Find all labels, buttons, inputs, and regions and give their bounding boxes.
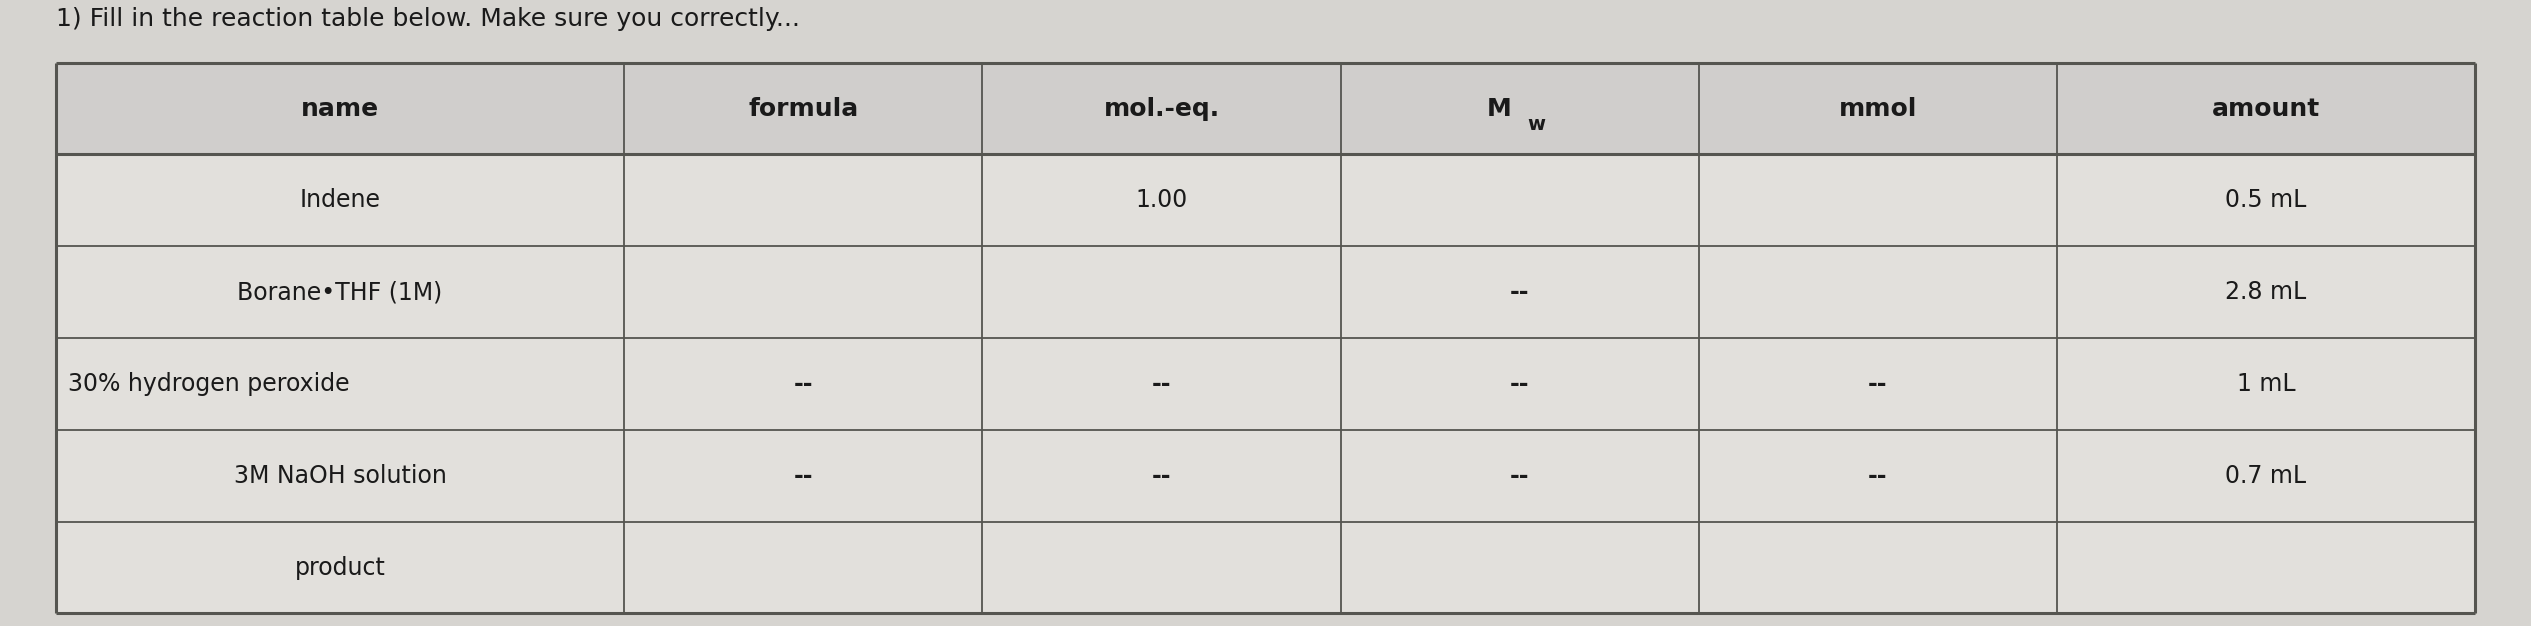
Bar [1341,63,1698,155]
Bar [1698,155,2058,246]
Text: --: -- [1152,372,1172,396]
Text: --: -- [795,372,812,396]
Text: 3M NaOH solution: 3M NaOH solution [233,464,445,488]
Bar [1341,246,1698,338]
Text: --: -- [1511,372,1529,396]
Bar [2058,246,2475,338]
Text: 0.5 mL: 0.5 mL [2225,188,2306,212]
Bar [56,63,625,155]
Bar [625,521,982,613]
Bar [56,521,625,613]
Bar [625,430,982,521]
Text: Borane•THF (1M): Borane•THF (1M) [238,280,443,304]
Text: mol.-eq.: mol.-eq. [1104,96,1220,121]
Text: formula: formula [749,96,858,121]
Bar [1698,338,2058,430]
Bar [625,338,982,430]
Bar [1698,521,2058,613]
Text: --: -- [795,464,812,488]
Bar [1698,246,2058,338]
Bar [625,246,982,338]
Text: mmol: mmol [1838,96,1916,121]
Text: name: name [301,96,380,121]
Bar [1341,430,1698,521]
Bar [982,155,1341,246]
Bar [56,246,625,338]
Text: --: -- [1152,464,1172,488]
Text: 1) Fill in the reaction table below. Make sure you correctly...: 1) Fill in the reaction table below. Mak… [56,8,800,31]
Bar [625,63,982,155]
Text: 0.7 mL: 0.7 mL [2225,464,2306,488]
Bar [1698,63,2058,155]
Bar [1341,155,1698,246]
Text: 1.00: 1.00 [1136,188,1187,212]
Bar [982,521,1341,613]
Text: --: -- [1511,280,1529,304]
Bar [982,63,1341,155]
Text: --: -- [1868,464,1888,488]
Bar [1341,338,1698,430]
Bar [1698,430,2058,521]
Bar [56,155,625,246]
Text: product: product [294,555,385,580]
Bar [982,430,1341,521]
Text: 2.8 mL: 2.8 mL [2225,280,2306,304]
Bar [1341,521,1698,613]
Bar [2058,521,2475,613]
Text: M: M [1488,96,1511,121]
Bar [982,338,1341,430]
Bar [56,338,625,430]
Bar [56,63,2475,613]
Text: Indene: Indene [299,188,380,212]
Text: 1 mL: 1 mL [2237,372,2296,396]
Bar [2058,155,2475,246]
Bar [2058,430,2475,521]
Text: 30% hydrogen peroxide: 30% hydrogen peroxide [68,372,349,396]
Text: --: -- [1868,372,1888,396]
Text: w: w [1526,115,1544,134]
Bar [625,155,982,246]
Bar [982,246,1341,338]
Bar [2058,63,2475,155]
Text: amount: amount [2212,96,2321,121]
Bar [2058,338,2475,430]
Bar [56,430,625,521]
Text: --: -- [1511,464,1529,488]
